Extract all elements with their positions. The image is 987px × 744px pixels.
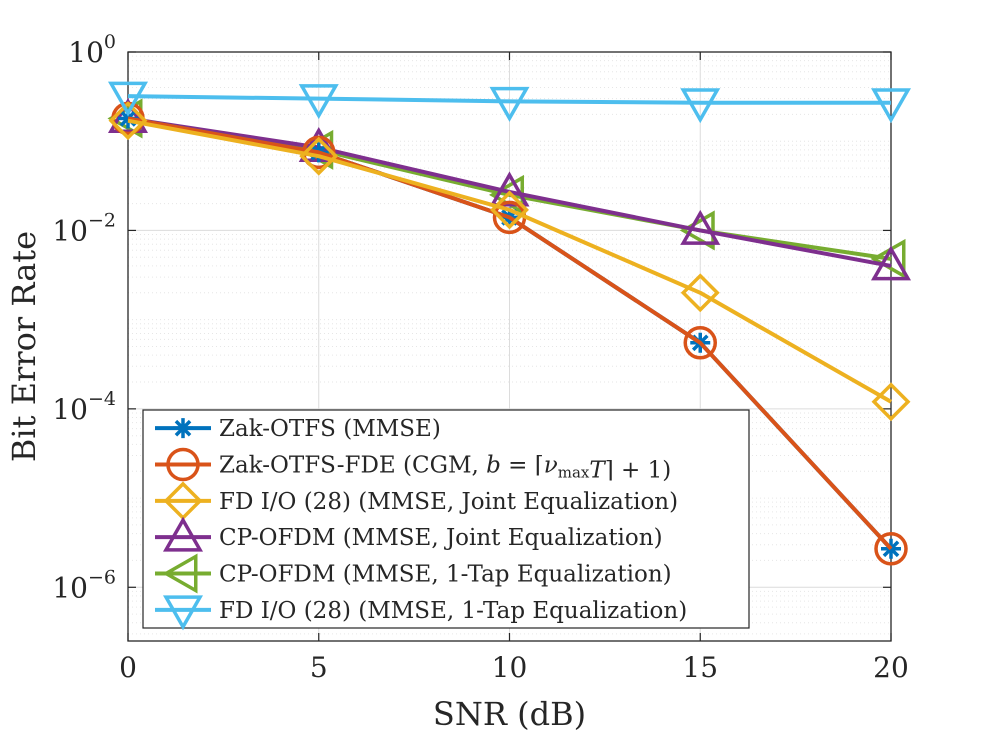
data-point [874,532,908,566]
x-tick-label: 10 [492,651,528,684]
data-point [881,538,901,559]
data-point [298,84,339,120]
legend-label: CP-OFDM (MMSE, Joint Equalization) [219,525,663,551]
axis-ticks: 0 5 10 15 20 100 10−2 10−4 10−6 [52,31,908,684]
legend-marker [166,447,200,482]
data-point [107,97,149,133]
data-point [489,171,530,207]
legend-marker [173,418,193,439]
y-tick-label: 10−4 [52,388,116,426]
data-point [679,210,715,251]
y-tick-label: 10−2 [52,209,116,247]
legend-marker [162,553,198,594]
data-point [680,273,720,313]
legend-label: CP-OFDM (MMSE, 1-Tap Equalization) [219,562,672,588]
legend-marker [162,516,204,552]
legend-label: Zak-OTFS-FDE (CGM, b = ⌈νmaxT⌉ + 1) [219,453,671,484]
series-5 [107,81,912,124]
series-line [127,94,891,105]
y-tick-label: 10−6 [52,566,116,604]
legend-box [142,409,750,629]
data-point [107,81,149,117]
legend-label: FD I/O (28) (MMSE, 1-Tap Equalization) [219,598,687,624]
series-2 [108,101,911,422]
y-tick-label: 100 [68,31,116,69]
legend-marker [162,595,204,631]
data-point [680,88,721,124]
x-tick-label: 20 [873,651,909,684]
legend: Zak-OTFS (MMSE) Zak-OTFS-FDE (CGM, b = ⌈ν… [142,409,750,631]
series-line [127,116,893,551]
x-tick-label: 0 [119,651,137,684]
data-point [680,209,721,245]
data-point [870,88,912,124]
y-axis-label: Bit Error Rate [5,231,43,462]
legend-item: Zak-OTFS (MMSE) [155,416,441,442]
data-point [683,326,717,360]
x-tick-label: 5 [310,651,328,684]
data-point [299,136,339,176]
legend-item: FD I/O (28) (MMSE, 1-Tap Equalization) [155,595,687,631]
x-tick-label: 15 [682,651,718,684]
legend-label: FD I/O (28) (MMSE, Joint Equalization) [219,489,678,515]
series-line [127,118,892,404]
legend-item: Zak-OTFS-FDE (CGM, b = ⌈νmaxT⌉ + 1) [155,447,671,484]
data-point [870,245,912,281]
data-point [489,86,530,122]
x-axis-label: SNR (dB) [433,695,586,733]
legend-item: CP-OFDM (MMSE, Joint Equalization) [155,516,663,552]
data-point [108,101,148,141]
data-point [490,190,529,230]
legend-label: Zak-OTFS (MMSE) [219,416,441,442]
data-point [871,382,911,422]
legend-item: CP-OFDM (MMSE, 1-Tap Equalization) [155,553,672,594]
legend-item: FD I/O (28) (MMSE, Joint Equalization) [155,481,678,521]
data-series [107,81,912,566]
